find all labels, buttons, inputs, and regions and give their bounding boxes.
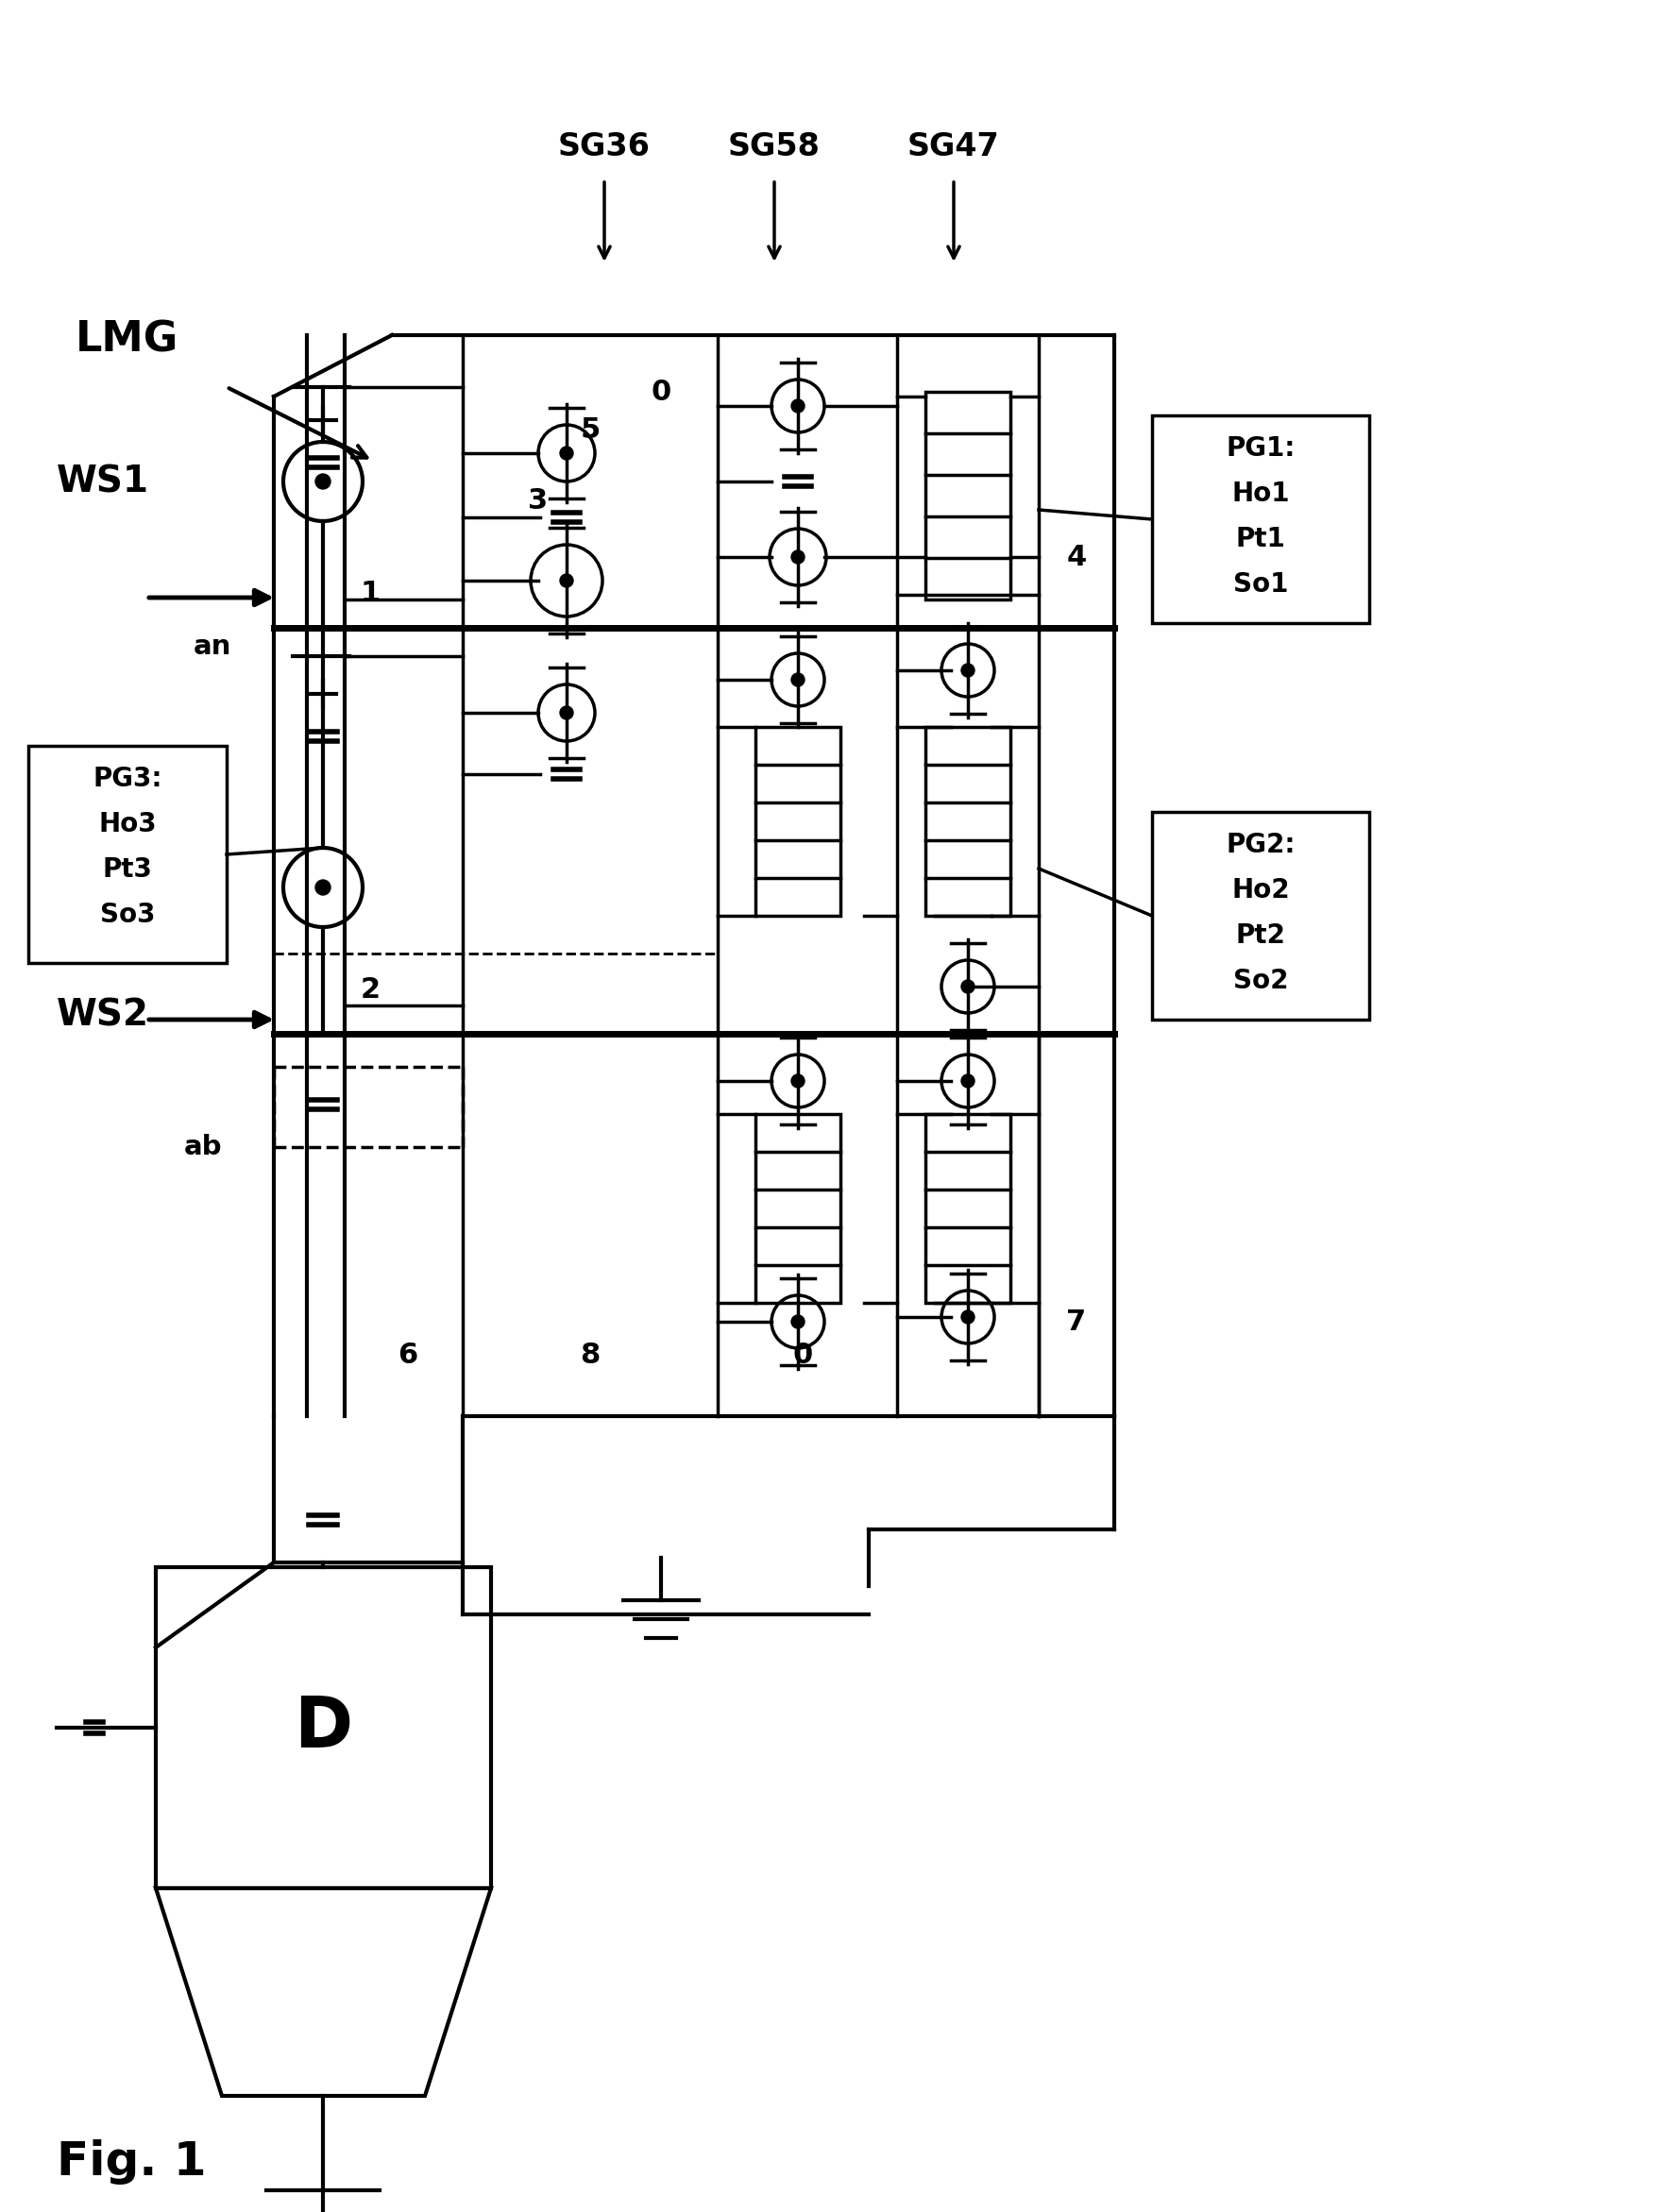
Circle shape	[791, 672, 804, 686]
Text: 8: 8	[580, 1340, 600, 1369]
Text: Ho3: Ho3	[98, 812, 156, 838]
Circle shape	[962, 1075, 975, 1088]
Text: 4: 4	[1066, 544, 1086, 571]
Bar	[756, 1115, 840, 1303]
Text: 6: 6	[399, 1340, 419, 1369]
Bar	[1153, 812, 1369, 1020]
Circle shape	[560, 573, 573, 586]
Text: PG2:: PG2:	[1226, 832, 1296, 858]
Circle shape	[560, 706, 573, 719]
Text: SG58: SG58	[728, 131, 821, 161]
Text: Pt1: Pt1	[1236, 526, 1286, 553]
Bar	[925, 392, 1010, 599]
Text: WS1: WS1	[56, 465, 149, 500]
Bar	[925, 728, 1010, 916]
Circle shape	[962, 1310, 975, 1323]
Text: an: an	[193, 633, 231, 659]
Text: Ho1: Ho1	[1231, 480, 1289, 507]
Text: LMG: LMG	[75, 319, 179, 361]
Circle shape	[791, 1075, 804, 1088]
Circle shape	[791, 551, 804, 564]
Text: 2: 2	[360, 975, 380, 1002]
Text: 5: 5	[580, 416, 600, 442]
Text: So1: So1	[1232, 571, 1289, 597]
Circle shape	[791, 1316, 804, 1329]
Circle shape	[962, 980, 975, 993]
Circle shape	[560, 447, 573, 460]
Text: 0: 0	[792, 1340, 812, 1369]
Text: 1: 1	[360, 580, 380, 606]
Text: 0: 0	[651, 378, 671, 405]
Bar	[28, 745, 226, 962]
Circle shape	[791, 400, 804, 414]
Text: D: D	[294, 1692, 352, 1763]
Text: ab: ab	[184, 1135, 223, 1161]
Text: Ho2: Ho2	[1231, 878, 1289, 902]
Circle shape	[962, 664, 975, 677]
Text: PG1:: PG1:	[1226, 436, 1296, 462]
Bar	[756, 728, 840, 916]
Text: Pt2: Pt2	[1236, 922, 1286, 949]
Text: So3: So3	[100, 902, 154, 929]
Text: Fig. 1: Fig. 1	[56, 2139, 206, 2185]
Circle shape	[316, 880, 331, 896]
Text: So2: So2	[1232, 967, 1289, 993]
Bar	[925, 1115, 1010, 1303]
Text: PG3:: PG3:	[93, 765, 163, 792]
Text: SG36: SG36	[558, 131, 651, 161]
Text: 3: 3	[528, 487, 548, 513]
Bar	[1153, 416, 1369, 624]
Circle shape	[316, 473, 331, 489]
Text: WS2: WS2	[56, 998, 149, 1033]
Text: 7: 7	[1066, 1307, 1086, 1336]
Bar	[156, 1566, 492, 1889]
Text: Pt3: Pt3	[103, 856, 153, 883]
Text: SG47: SG47	[907, 131, 1000, 161]
